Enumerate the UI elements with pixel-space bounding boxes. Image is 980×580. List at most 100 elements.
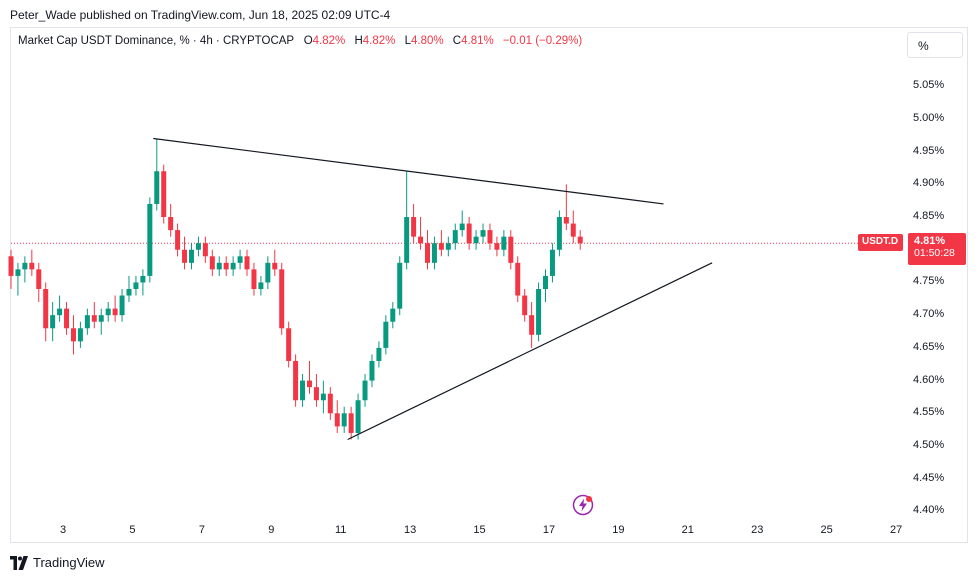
candle-body[interactable]	[15, 269, 21, 276]
candle-body[interactable]	[466, 223, 472, 244]
candle-body[interactable]	[272, 262, 278, 270]
candle-body[interactable]	[64, 308, 70, 329]
candle-body[interactable]	[36, 269, 42, 289]
candle-body[interactable]	[147, 203, 153, 276]
candle-body[interactable]	[536, 289, 542, 335]
candle-body[interactable]	[543, 275, 549, 289]
candle-body[interactable]	[140, 275, 146, 283]
candle-body[interactable]	[355, 400, 361, 433]
upper-trendline[interactable]	[153, 137, 664, 205]
lower-trendline[interactable]	[347, 262, 713, 441]
candle-body[interactable]	[126, 289, 132, 296]
candle-body[interactable]	[91, 315, 97, 322]
time-tick-label: 9	[268, 524, 275, 536]
candle-body[interactable]	[515, 262, 521, 296]
candle-body[interactable]	[369, 360, 375, 381]
time-tick-label: 21	[681, 524, 694, 536]
candle-body[interactable]	[175, 230, 181, 250]
candle-body[interactable]	[209, 256, 215, 270]
candle-body[interactable]	[529, 315, 535, 335]
candle-body[interactable]	[487, 230, 493, 244]
candle-body[interactable]	[182, 249, 188, 263]
candle-body[interactable]	[473, 236, 479, 244]
high-value: 4.82%	[362, 35, 396, 47]
candle-body[interactable]	[77, 328, 83, 342]
candle-body[interactable]	[306, 380, 312, 388]
candle-body[interactable]	[70, 328, 76, 342]
price-tick-label: 4.90%	[913, 177, 945, 190]
candle-body[interactable]	[480, 230, 486, 237]
candle-body[interactable]	[112, 308, 118, 316]
candle-body[interactable]	[22, 262, 28, 270]
candle-body[interactable]	[556, 217, 562, 250]
candle-body[interactable]	[404, 217, 410, 263]
candle-body[interactable]	[154, 171, 160, 204]
candle-body[interactable]	[223, 262, 229, 270]
time-tick-label: 17	[542, 524, 556, 536]
candle-body[interactable]	[133, 282, 139, 289]
candle-body[interactable]	[279, 269, 285, 329]
candle-body[interactable]	[577, 236, 583, 244]
candle-body[interactable]	[313, 387, 319, 401]
footer-branding[interactable]: TradingView	[10, 555, 105, 570]
candle-body[interactable]	[216, 262, 222, 270]
candle-body[interactable]	[188, 249, 194, 263]
candle-body[interactable]	[438, 243, 444, 250]
candle-body[interactable]	[237, 256, 243, 263]
candle-body[interactable]	[334, 413, 340, 427]
high-label: H	[354, 35, 363, 47]
candle-body[interactable]	[202, 243, 208, 257]
candle-body[interactable]	[522, 295, 528, 316]
time-tick-label: 5	[129, 524, 136, 536]
candle-body[interactable]	[501, 236, 507, 250]
candle-body[interactable]	[431, 243, 437, 263]
candle-body[interactable]	[563, 217, 569, 224]
candle-body[interactable]	[50, 315, 56, 329]
flash-icon[interactable]	[572, 494, 594, 516]
candle-body[interactable]	[327, 393, 333, 414]
percent-scale-button[interactable]: %	[907, 32, 963, 58]
candle-body[interactable]	[57, 308, 63, 316]
candle-body[interactable]	[8, 256, 14, 276]
candle-body[interactable]	[251, 269, 257, 289]
candle-body[interactable]	[341, 413, 347, 427]
candle-body[interactable]	[348, 413, 354, 433]
candle-body[interactable]	[418, 236, 424, 244]
candle-body[interactable]	[29, 262, 35, 270]
candle-body[interactable]	[300, 380, 306, 401]
candle-body[interactable]	[383, 321, 389, 348]
candle-body[interactable]	[98, 315, 104, 322]
candle-body[interactable]	[362, 380, 368, 401]
open-label: O	[303, 35, 313, 47]
candle-body[interactable]	[424, 243, 430, 263]
candle-body[interactable]	[286, 328, 292, 361]
candle-body[interactable]	[195, 243, 201, 250]
candle-body[interactable]	[230, 262, 236, 270]
candle-body[interactable]	[494, 243, 500, 250]
candle-body[interactable]	[43, 289, 49, 329]
candle-body[interactable]	[411, 217, 417, 237]
candle-body[interactable]	[161, 171, 167, 218]
time-tick-label: 15	[473, 524, 486, 536]
candle-body[interactable]	[105, 308, 111, 316]
price-tick-label: 4.75%	[913, 275, 945, 288]
candle-body[interactable]	[168, 217, 174, 231]
candle-body[interactable]	[258, 282, 264, 289]
candle-body[interactable]	[376, 347, 382, 361]
candle-body[interactable]	[508, 236, 514, 263]
candle-body[interactable]	[244, 256, 250, 270]
candle-body[interactable]	[84, 315, 90, 329]
candle-body[interactable]	[320, 393, 326, 401]
chart-legend: Market Cap USDT Dominance, % · 4h · CRYP…	[18, 35, 588, 47]
candle-body[interactable]	[265, 262, 271, 283]
candle-body[interactable]	[452, 230, 458, 244]
candle-body[interactable]	[570, 223, 576, 237]
candle-body[interactable]	[459, 223, 465, 231]
candle-body[interactable]	[390, 308, 396, 322]
candle-body[interactable]	[549, 249, 555, 276]
candle-body[interactable]	[293, 360, 299, 401]
candle-body[interactable]	[397, 262, 403, 309]
candle-body[interactable]	[445, 243, 451, 250]
candle-body[interactable]	[119, 295, 125, 316]
